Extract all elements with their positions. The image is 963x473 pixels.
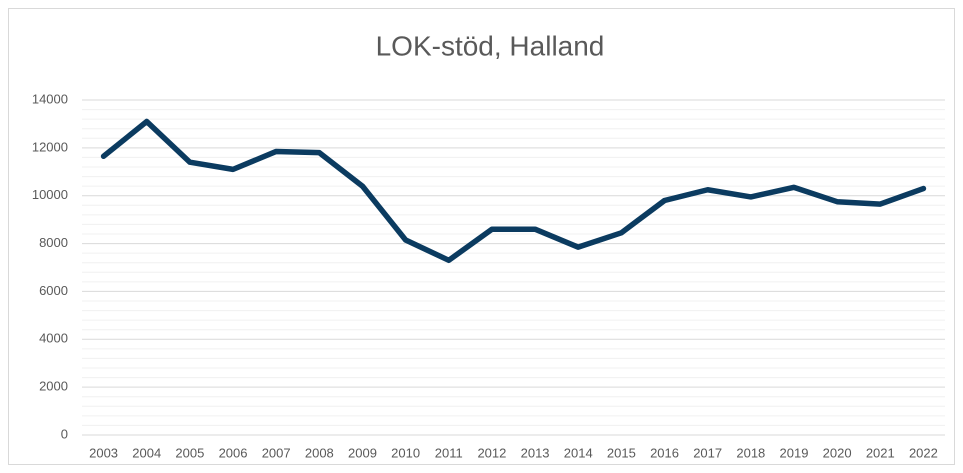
x-tick-label: 2011: [435, 445, 463, 460]
data-line: [100, 118, 927, 264]
x-tick-label: 2019: [780, 445, 809, 460]
x-tick-label: 2009: [348, 445, 377, 460]
x-tick-label: 2022: [909, 445, 938, 460]
x-tick-label: 2015: [607, 445, 636, 460]
x-tick-label: 2014: [564, 445, 593, 460]
x-tick-label: 2010: [391, 445, 420, 460]
x-tick-label: 2008: [305, 445, 334, 460]
x-tick-label: 2004: [132, 445, 161, 460]
y-tick-label: 14000: [32, 91, 68, 106]
x-tick-label: 2017: [693, 445, 722, 460]
y-tick-label: 10000: [32, 187, 68, 202]
x-tick-label: 2003: [89, 445, 118, 460]
x-tick-label: 2005: [175, 445, 204, 460]
chart-title: LOK-stöd, Halland: [376, 30, 605, 61]
y-tick-label: 0: [61, 426, 68, 441]
x-tick-label: 2016: [650, 445, 679, 460]
x-tick-label: 2020: [823, 445, 852, 460]
y-tick-label: 12000: [32, 139, 68, 154]
x-tick-label: 2013: [521, 445, 550, 460]
y-tick-label: 4000: [39, 331, 68, 346]
x-tick-label: 2018: [736, 445, 765, 460]
x-tick-label: 2007: [262, 445, 291, 460]
y-tick-label: 8000: [39, 235, 68, 250]
x-tick-label: 2021: [866, 445, 895, 460]
y-tick-label: 2000: [39, 379, 68, 394]
x-tick-label: 2006: [219, 445, 248, 460]
y-tick-label: 6000: [39, 283, 68, 298]
x-tick-label: 2012: [477, 445, 506, 460]
